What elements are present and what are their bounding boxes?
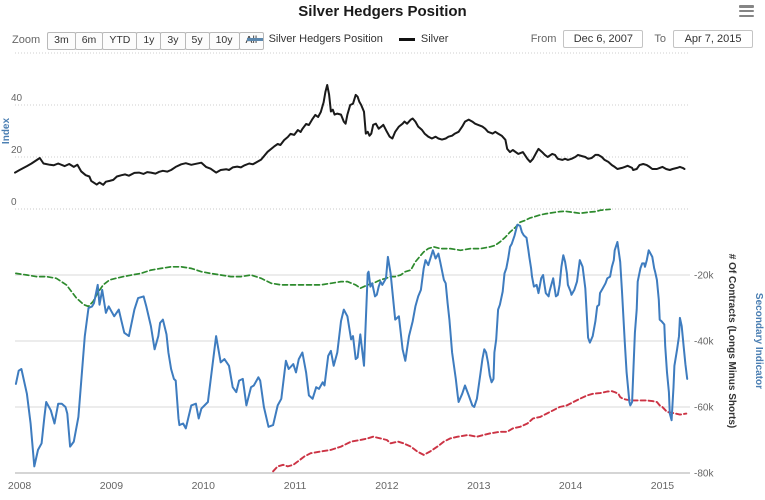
legend: Silver Hedgers Position Silver: [246, 33, 449, 45]
legend-marker: [246, 37, 263, 41]
legend-label: Silver Hedgers Position: [268, 33, 383, 45]
zoom-label: Zoom: [12, 33, 41, 46]
series-hedgers-line[interactable]: [14, 223, 689, 468]
x-tick-label: 2011: [284, 480, 307, 492]
x-tick-label: 2015: [651, 480, 675, 492]
to-date-input[interactable]: [673, 30, 753, 48]
y-axis-title-secondary-indicator: Secondary Indicator: [753, 293, 764, 389]
zoom-button-3m[interactable]: 3m: [47, 31, 76, 50]
zoom-button-5y[interactable]: 5y: [184, 31, 210, 50]
y-tick-label-right: -40k: [694, 337, 714, 348]
x-tick-label: 2009: [100, 480, 124, 492]
legend-item-silver[interactable]: Silver: [398, 33, 449, 45]
y-tick-label-left: 20: [11, 145, 23, 156]
x-tick-label: 2013: [467, 480, 491, 492]
zoom-toolbar: Zoom 3m6mYTD1y3y5y10yAll: [12, 30, 265, 50]
legend-marker: [398, 37, 415, 41]
plot-area[interactable]: [15, 52, 690, 473]
y-tick-label-left: 0: [11, 197, 17, 208]
legend-label: Silver: [420, 33, 449, 45]
hamburger-menu-icon[interactable]: [739, 5, 754, 19]
y-tick-label-right: -20k: [694, 271, 714, 282]
y-tick-label-right: -80k: [694, 469, 714, 480]
page-title: Silver Hedgers Position: [298, 3, 467, 20]
x-tick-label: 2012: [375, 480, 399, 492]
from-date-input[interactable]: [563, 30, 644, 48]
series-silver-line[interactable]: [14, 84, 686, 186]
y-tick-label-left: 40: [11, 93, 23, 104]
series-green-dashed-line[interactable]: [15, 208, 611, 308]
date-range: From To: [531, 30, 753, 48]
x-tick-label: 2008: [8, 480, 32, 492]
zoom-button-6m[interactable]: 6m: [74, 31, 104, 50]
y-axis-title-index: Index: [1, 118, 12, 145]
legend-item-silver-hedgers-position[interactable]: Silver Hedgers Position: [246, 33, 383, 45]
x-tick-label: 2014: [559, 480, 583, 492]
y-axis-title-contracts: # Of Contracts (Longs Minus Shorts): [726, 254, 737, 428]
zoom-button-ytd[interactable]: YTD: [102, 31, 138, 50]
zoom-button-10y[interactable]: 10y: [208, 31, 240, 50]
zoom-button-1y[interactable]: 1y: [136, 31, 162, 50]
zoom-button-3y[interactable]: 3y: [160, 31, 186, 50]
y-tick-label-right: -60k: [694, 403, 714, 414]
x-tick-label: 2010: [192, 480, 216, 492]
from-label: From: [530, 33, 557, 45]
to-label: To: [654, 33, 666, 45]
